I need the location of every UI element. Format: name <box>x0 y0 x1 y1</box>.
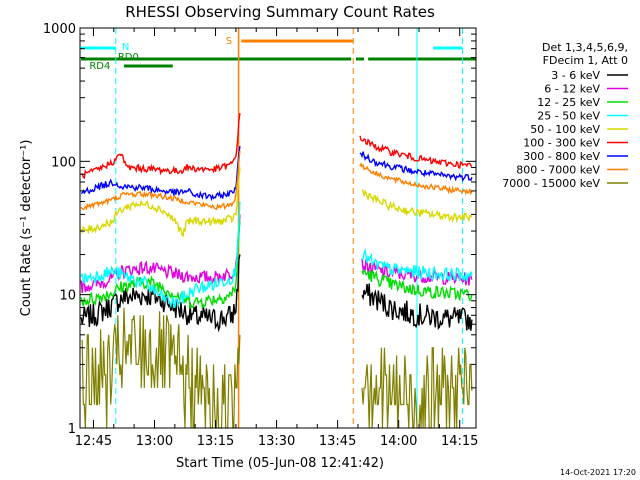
legend-entry-label: 800 - 7000 keV <box>516 164 600 177</box>
x-axis-label: Start Time (05-Jun-08 12:41:42) <box>176 456 384 471</box>
x-tick-label: 14:00 <box>380 434 417 449</box>
flag-n-label: N <box>122 42 129 53</box>
series-line <box>361 269 473 302</box>
y-tick-label: 1 <box>68 422 76 437</box>
series-line <box>80 150 241 211</box>
legend-entry-label: 100 - 300 keV <box>523 137 600 150</box>
legend-entry-label: 300 - 800 keV <box>523 150 600 163</box>
series-line <box>361 247 473 283</box>
legend-entry-label: 6 - 12 keV <box>544 83 600 96</box>
legend-header: Det 1,3,4,5,6,9, <box>542 41 628 54</box>
x-tick-label: 14:15 <box>441 434 478 449</box>
series-line <box>80 214 241 293</box>
series-line <box>80 167 241 238</box>
x-tick-label: 12:45 <box>75 434 112 449</box>
legend-entry-label: 50 - 100 keV <box>530 123 600 136</box>
legend: Det 1,3,4,5,6,9,FDecim 1, Att 0 3 - 6 keV… <box>502 41 628 190</box>
series-layer <box>80 113 473 429</box>
x-tick-label: 13:15 <box>197 434 234 449</box>
series-line <box>81 113 241 179</box>
flag-rd0-label: RD0 <box>118 52 139 63</box>
y-tick-label: 100 <box>51 155 76 170</box>
x-tick-label: 13:00 <box>136 434 173 449</box>
series-line <box>359 162 473 196</box>
legend-entry-label: 12 - 25 keV <box>537 96 600 109</box>
series-line <box>80 146 241 202</box>
status-flag-bands: N S RD0 RD4 <box>81 36 476 72</box>
axis-ticks: 12:45 13:00 13:15 13:30 13:45 14:00 14:15 1 10 10… <box>43 22 479 449</box>
series-line <box>361 189 473 224</box>
y-axis-label: Count Rate (s⁻¹ detector⁻¹) <box>19 140 34 317</box>
series-line <box>359 151 473 182</box>
footer-date: 14-Oct-2021 17:20 <box>560 468 636 477</box>
x-tick-label: 13:45 <box>319 434 356 449</box>
y-tick-label: 10 <box>59 289 76 304</box>
series-line <box>80 201 241 309</box>
x-tick-label: 13:30 <box>258 434 295 449</box>
legend-entry-label: 3 - 6 keV <box>551 69 600 82</box>
chart-title: RHESSI Observing Summary Count Rates <box>125 3 435 21</box>
y-tick-label: 1000 <box>43 22 76 37</box>
legend-entry-label: 7000 - 15000 keV <box>502 177 600 190</box>
legend-header: FDecim 1, Att 0 <box>543 54 628 67</box>
legend-entry-label: 25 - 50 keV <box>537 110 600 123</box>
flag-rd4-label: RD4 <box>89 61 110 72</box>
plot-frame <box>79 27 477 429</box>
series-line <box>359 135 473 169</box>
series-line <box>81 307 241 429</box>
series-line <box>80 254 241 333</box>
series-line <box>80 222 241 310</box>
series-line <box>361 283 473 331</box>
flag-s-label: S <box>226 36 232 47</box>
